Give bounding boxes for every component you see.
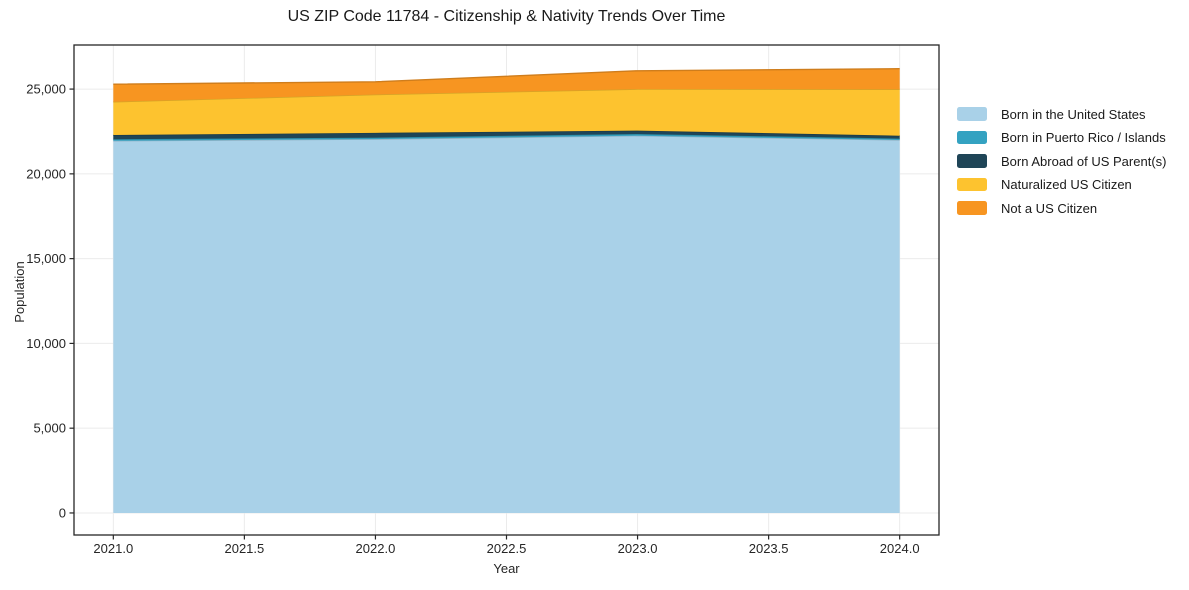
chart-title: US ZIP Code 11784 - Citizenship & Nativi… [287,8,726,25]
legend-swatch [957,107,987,121]
y-tick-label: 25,000 [26,82,66,97]
y-tick-label: 20,000 [26,166,66,181]
x-tick-label: 2022.5 [487,541,527,556]
legend-swatch [957,154,987,168]
y-tick-label: 10,000 [26,336,66,351]
x-tick-label: 2024.0 [880,541,920,556]
y-tick-label: 5,000 [33,421,66,436]
x-tick-label: 2022.0 [356,541,396,556]
legend-item: Not a US Citizen [957,200,1166,216]
legend-label: Born in the United States [1001,106,1146,122]
legend-item: Born Abroad of US Parent(s) [957,153,1167,169]
legend-label: Not a US Citizen [1001,200,1098,216]
x-tick-label: 2023.5 [749,541,789,556]
x-axis-label: Year [493,561,520,576]
x-tick-label: 2023.0 [618,541,658,556]
legend-label: Born Abroad of US Parent(s) [1001,153,1167,169]
y-tick-label: 15,000 [26,251,66,266]
y-tick-label: 0 [59,505,66,520]
legend-label: Born in Puerto Rico / Islands [1001,130,1166,145]
legend-label: Naturalized US Citizen [1001,177,1132,192]
legend-item: Naturalized US Citizen [957,177,1166,192]
area-series-4 [113,68,900,102]
legend-item: Born in Puerto Rico / Islands [957,130,1166,145]
legend-swatch [957,130,987,145]
x-tick-label: 2021.5 [224,541,264,556]
legend-item: Born in the United States [957,106,1166,122]
area-series-4-edge [113,68,900,85]
x-tick-label: 2021.0 [93,541,133,556]
area-series-0 [113,135,900,513]
legend-swatch [957,177,987,192]
area-series-3 [113,89,900,136]
legend-swatch [957,201,987,215]
area-series-2 [113,130,900,140]
legend: Born in the United States Born in Puerto … [957,107,1166,225]
